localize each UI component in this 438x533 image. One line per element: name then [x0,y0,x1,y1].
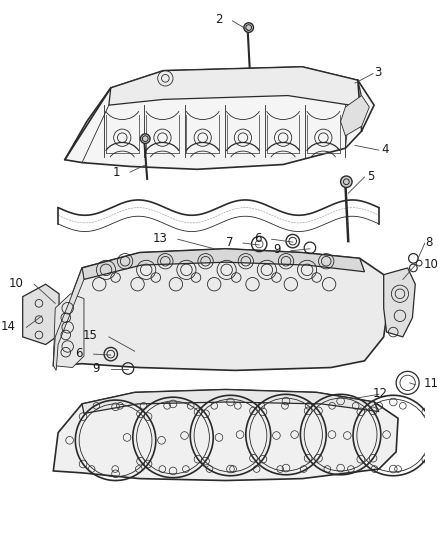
Text: 6: 6 [254,232,262,245]
Text: 7: 7 [226,236,233,248]
Polygon shape [341,95,369,136]
Circle shape [244,23,254,33]
Text: 15: 15 [82,329,97,342]
Text: 3: 3 [374,66,382,79]
Text: 11: 11 [424,377,438,390]
Text: 2: 2 [215,13,223,27]
Polygon shape [53,249,389,370]
Text: 5: 5 [367,169,374,182]
Polygon shape [82,249,364,279]
Text: 8: 8 [425,236,432,248]
Polygon shape [53,294,84,368]
Polygon shape [384,268,415,337]
Text: 4: 4 [381,143,389,156]
Text: 10: 10 [424,257,438,271]
Text: 13: 13 [152,232,167,245]
Text: 14: 14 [1,320,16,333]
Text: 9: 9 [273,243,280,256]
Polygon shape [109,67,362,105]
Text: 12: 12 [372,387,388,400]
Circle shape [341,176,352,188]
Polygon shape [23,284,59,344]
Polygon shape [82,390,379,414]
Polygon shape [65,67,374,169]
Polygon shape [53,268,84,370]
Polygon shape [53,390,398,481]
Text: 6: 6 [75,346,83,360]
Text: 10: 10 [9,277,24,290]
Text: 9: 9 [92,362,99,375]
Text: 1: 1 [113,166,120,179]
Circle shape [141,134,150,143]
